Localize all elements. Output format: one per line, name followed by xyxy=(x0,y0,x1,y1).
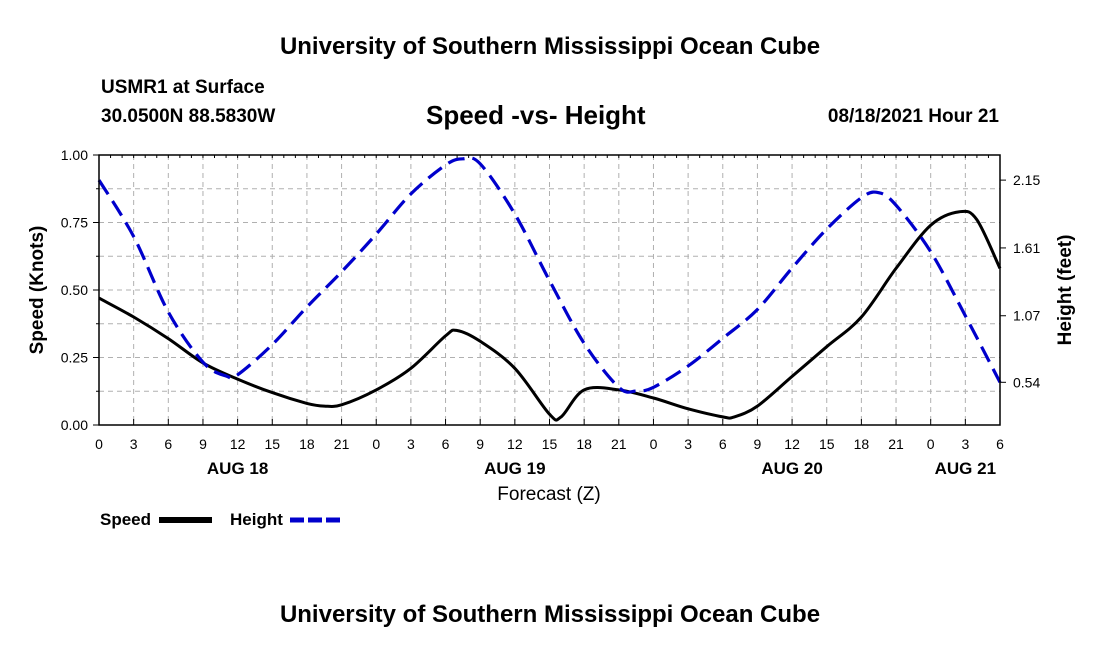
x-tick-label: 9 xyxy=(476,436,484,452)
y2-axis-label: Height (feet) xyxy=(1055,235,1076,346)
x-tick-label: 15 xyxy=(542,436,558,452)
x-tick-label: 15 xyxy=(819,436,835,452)
y2-tick-label: 1.07 xyxy=(1013,308,1040,324)
y-axis-label: Speed (Knots) xyxy=(27,226,48,355)
x-tick-label: 18 xyxy=(854,436,870,452)
chart-title: Speed -vs- Height xyxy=(426,100,646,130)
legend-label-height: Height xyxy=(230,510,283,529)
x-tick-label: 0 xyxy=(650,436,658,452)
y-tick-label: 0.00 xyxy=(61,417,88,433)
x-tick-label: 21 xyxy=(888,436,904,452)
x-tick-label: 12 xyxy=(507,436,523,452)
series-layer xyxy=(97,156,1002,422)
y2-tick-label: 0.54 xyxy=(1013,374,1040,390)
date-label: AUG 20 xyxy=(761,459,822,478)
x-tick-label: 21 xyxy=(334,436,350,452)
y2-tick-label: 2.15 xyxy=(1013,172,1040,188)
x-tick-label: 0 xyxy=(372,436,380,452)
x-tick-label: 9 xyxy=(754,436,762,452)
y-tick-label: 0.75 xyxy=(61,215,88,231)
station-label: USMR1 at Surface xyxy=(101,77,265,98)
x-tick-label: 18 xyxy=(576,436,592,452)
page-title: University of Southern Mississippi Ocean… xyxy=(279,33,821,60)
date-label: AUG 18 xyxy=(207,459,268,478)
x-tick-label: 15 xyxy=(264,436,280,452)
legend-label-speed: Speed xyxy=(100,510,151,529)
y-tick-label: 0.50 xyxy=(61,282,88,298)
x-tick-label: 21 xyxy=(611,436,627,452)
x-tick-label: 6 xyxy=(164,436,172,452)
x-tick-label: 3 xyxy=(130,436,138,452)
x-tick-label: 12 xyxy=(230,436,246,452)
x-tick-label: 6 xyxy=(719,436,727,452)
x-tick-label: 3 xyxy=(407,436,415,452)
x-tick-label: 3 xyxy=(961,436,969,452)
x-tick-label: 0 xyxy=(927,436,935,452)
x-tick-label: 12 xyxy=(784,436,800,452)
x-axis-label: Forecast (Z) xyxy=(497,484,600,505)
axis-layer: 0 3 6 9 12 15 18 21 0 3 6 9 12 15 18 21 0 3 6 9 12 15 18 21 0 3 6A… xyxy=(61,147,1041,478)
date-label: AUG 19 xyxy=(484,459,545,478)
x-tick-label: 0 xyxy=(95,436,103,452)
speed-series-line xyxy=(98,209,1002,422)
date-label: AUG 21 xyxy=(935,459,996,478)
grid-layer xyxy=(99,155,1000,425)
coordinates-label: 30.0500N 88.5830W xyxy=(101,106,276,127)
x-tick-label: 6 xyxy=(996,436,1004,452)
y2-tick-label: 1.61 xyxy=(1013,240,1040,256)
x-tick-label: 18 xyxy=(299,436,315,452)
x-tick-label: 6 xyxy=(442,436,450,452)
legend: Speed Height xyxy=(100,510,342,529)
y-tick-label: 0.25 xyxy=(61,350,88,366)
x-tick-label: 9 xyxy=(199,436,207,452)
y-tick-label: 1.00 xyxy=(61,147,88,163)
datetime-label: 08/18/2021 Hour 21 xyxy=(827,106,999,127)
x-tick-label: 3 xyxy=(684,436,692,452)
footer-title: University of Southern Mississippi Ocean… xyxy=(279,601,821,628)
